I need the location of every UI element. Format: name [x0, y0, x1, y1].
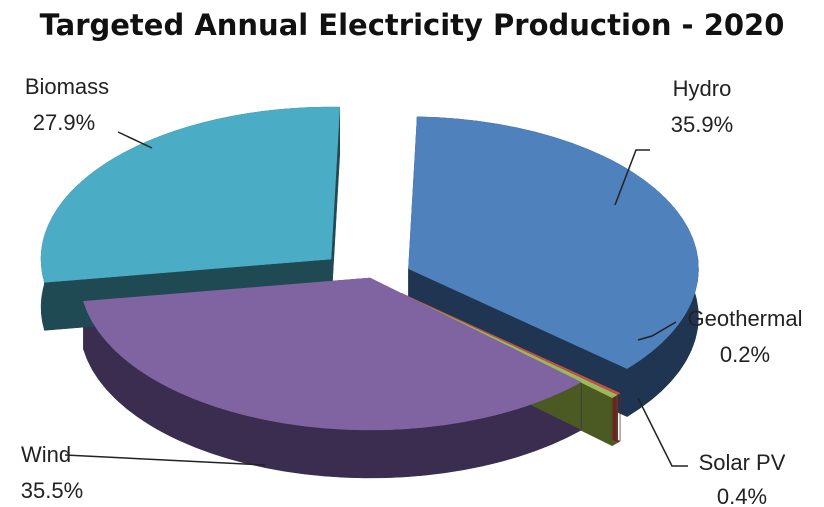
leader-line-wind: [64, 454, 266, 466]
label-solar: Solar PV: [699, 450, 786, 475]
leader-line-geothermal: [637, 321, 677, 341]
slice-geothermal: [401, 293, 621, 395]
slice-wind: [83, 277, 582, 431]
value-solar: 0.4%: [717, 484, 767, 507]
label-geothermal: Geothermal: [688, 306, 803, 331]
value-hydro: 35.9%: [671, 112, 733, 137]
value-biomass: 27.9%: [33, 110, 95, 135]
value-geothermal: 0.2%: [720, 342, 770, 367]
chart-title: Targeted Annual Electricity Production -…: [39, 8, 785, 42]
label-hydro: Hydro: [673, 76, 732, 101]
leader-line-biomass: [117, 131, 153, 149]
slice-hydro: [408, 116, 699, 369]
label-biomass: Biomass: [25, 74, 109, 99]
pie-tops: [40, 106, 699, 431]
value-wind: 35.5%: [21, 478, 83, 503]
label-wind: Wind: [21, 442, 71, 467]
leader-line-hydro: [614, 149, 650, 206]
leader-line-solar: [637, 397, 688, 467]
slice-biomass: [40, 106, 340, 283]
slice-labels: Hydro 35.9% Geothermal 0.2% Solar PV 0.4…: [21, 74, 803, 507]
leader-lines: [64, 131, 688, 467]
